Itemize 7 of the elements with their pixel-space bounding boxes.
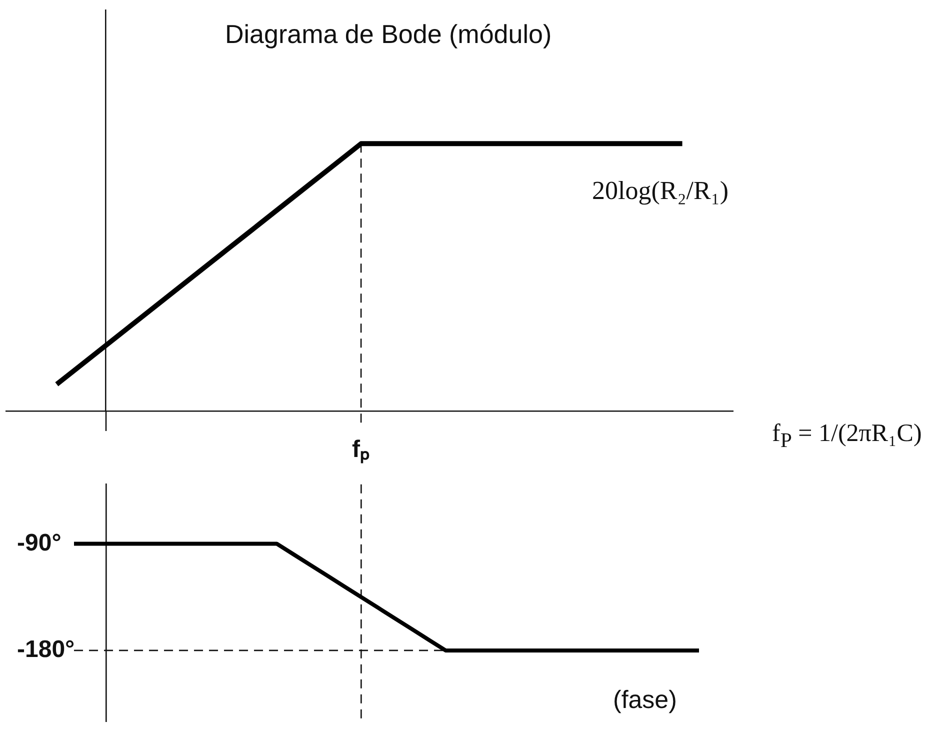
text: fₚ [352, 436, 370, 464]
annotation: (fase) [613, 686, 677, 715]
y-tick-label: -180° [17, 636, 75, 664]
chart-title: Diagrama de Bode (módulo) [225, 19, 552, 50]
text: f$_{P}$ = 1/(2πR₁C) [772, 420, 922, 453]
y-tick-label: -90° [17, 529, 62, 556]
annotation: 20log(R₂/R₁) [592, 176, 729, 206]
